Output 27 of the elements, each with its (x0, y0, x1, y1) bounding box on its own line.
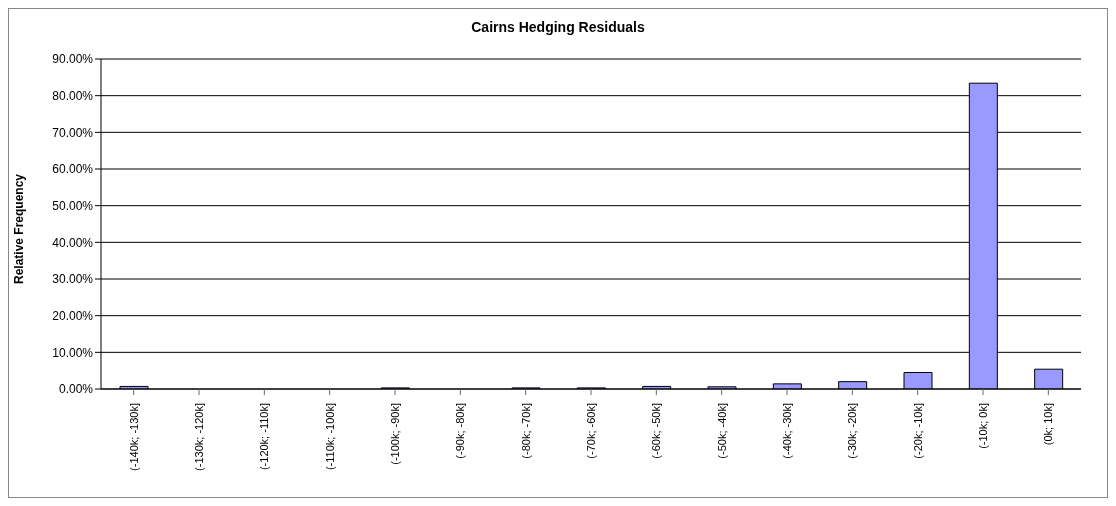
x-tick-label: (-140k; -130k] (127, 403, 140, 471)
y-tick-label: 20.00% (52, 308, 94, 323)
y-tick-label: 10.00% (52, 345, 94, 360)
x-tick-label: (-130k; -120k] (193, 403, 205, 471)
x-tick-label: (-120k; -110k] (258, 403, 271, 471)
y-tick-label: 0.00% (58, 382, 94, 397)
x-tick-label: (-90k; -80k] (454, 403, 467, 459)
x-tick-label: (-100k; -90k] (389, 403, 401, 465)
y-tick-label: 40.00% (52, 235, 94, 250)
x-tick-label: (-20k; -10k] (911, 403, 924, 459)
y-tick-label: 90.00% (52, 52, 94, 67)
x-tick-label: (-60k; -50k] (650, 403, 663, 459)
y-tick-label: 70.00% (52, 125, 94, 140)
x-tick-label: (-40k; -30k] (781, 403, 793, 459)
x-tick-label: (-10k; 0k] (977, 403, 989, 449)
x-tick-label: (-30k; -20k] (846, 403, 859, 459)
y-tick-label: 30.00% (52, 272, 94, 287)
y-tick-label: 60.00% (52, 162, 94, 177)
x-tick-label: (-70k; -60k] (585, 403, 597, 459)
y-axis-title: Relative Frequency (12, 173, 27, 284)
x-tick-label: (0k; 10k] (1042, 403, 1055, 446)
chart-title: Cairns Hedging Residuals (470, 19, 646, 35)
y-tick-label: 50.00% (52, 198, 94, 213)
y-tick-label: 80.00% (52, 88, 94, 103)
x-tick-label: (-80k; -70k] (519, 403, 532, 459)
x-tick-label: (-50k; -40k] (715, 403, 728, 459)
x-tick-label: (-110k; -100k] (323, 403, 336, 471)
